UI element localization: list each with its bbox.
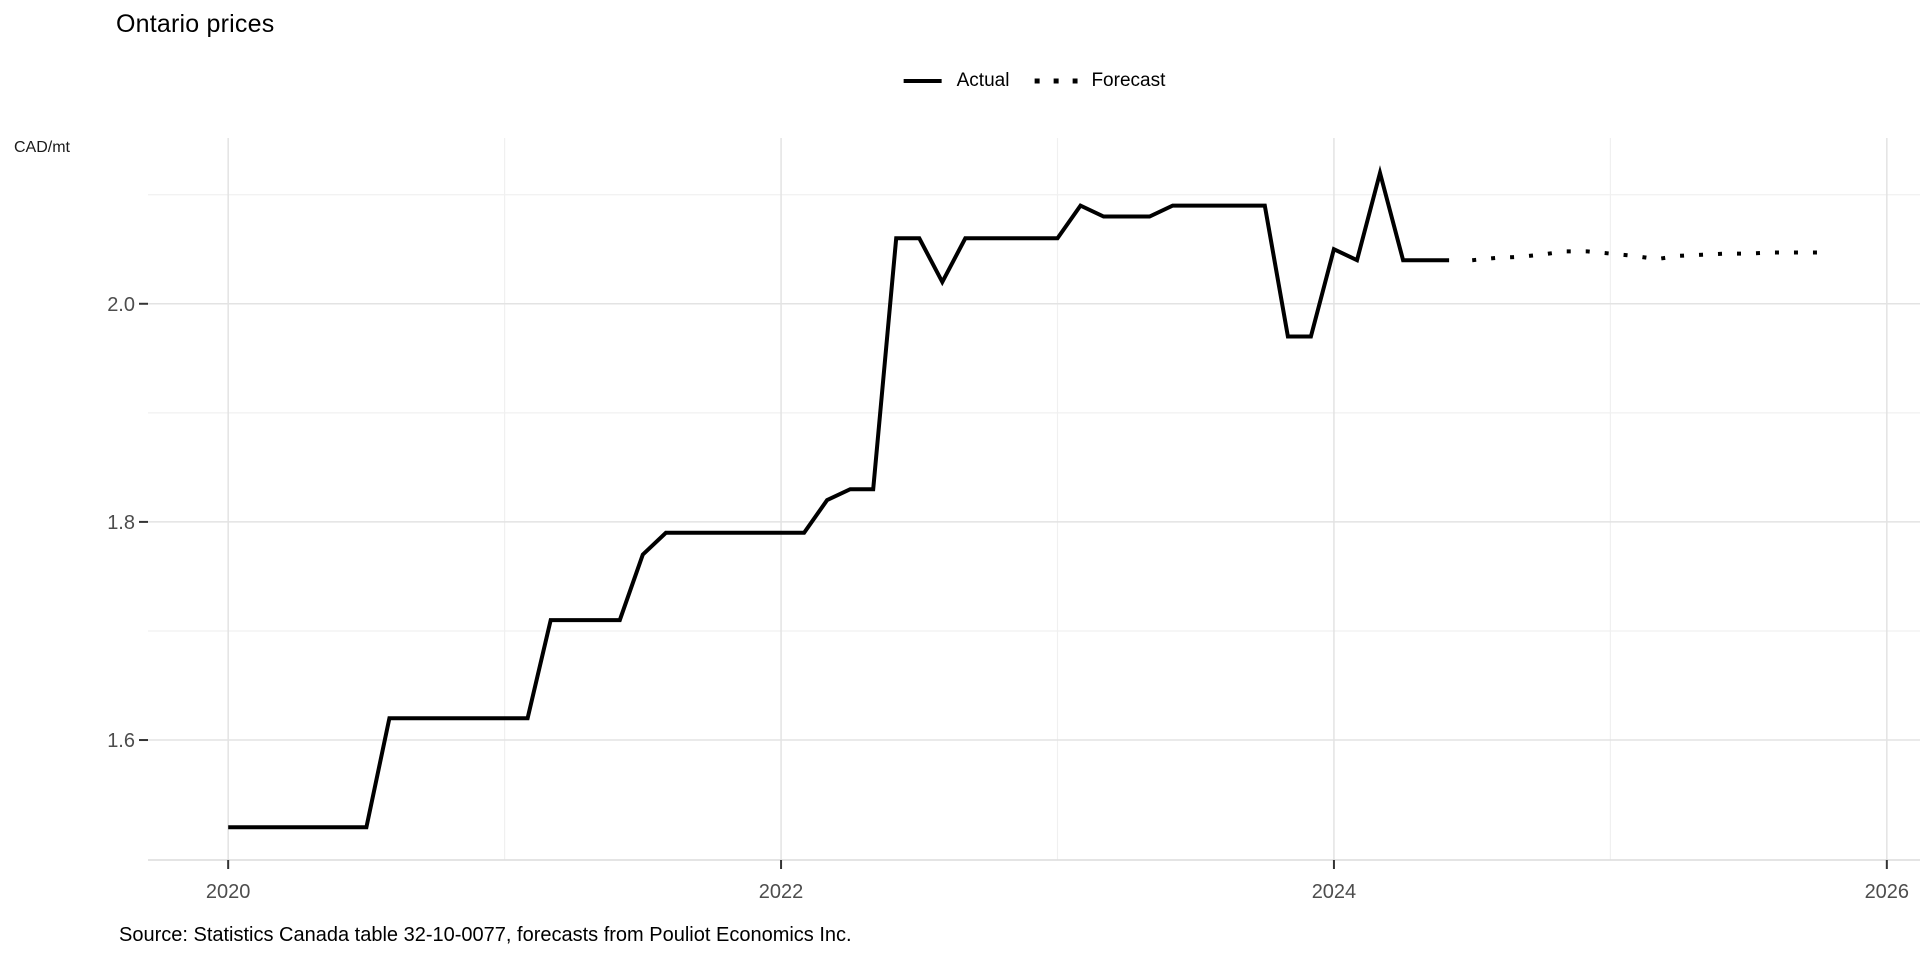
- legend-item-forecast: Forecast: [1033, 70, 1165, 92]
- actual-line: [228, 165, 1450, 830]
- solid-line-key-icon: [903, 79, 942, 83]
- legend-label-forecast: Forecast: [1091, 70, 1166, 91]
- x-tick-label: 2020: [206, 881, 251, 903]
- x-tick-label: 2024: [1312, 881, 1357, 903]
- legend-item-actual: Actual: [903, 70, 1010, 92]
- legend-label-actual: Actual: [956, 70, 1010, 91]
- x-tick-label: 2026: [1865, 881, 1910, 903]
- dotted-line-key-icon: [1034, 78, 1078, 84]
- y-tick-label: 2.0: [107, 294, 135, 316]
- legend: Actual Forecast: [903, 70, 1165, 92]
- y-axis-unit-label: CAD/mt: [14, 139, 70, 156]
- forecast-line: [1472, 249, 1818, 263]
- chart-title: Ontario prices: [116, 10, 275, 38]
- y-tick-label: 1.6: [107, 730, 135, 752]
- y-tick-label: 1.8: [107, 512, 135, 534]
- source-note: Source: Statistics Canada table 32-10-00…: [119, 924, 852, 946]
- x-tick-label: 2022: [759, 881, 804, 903]
